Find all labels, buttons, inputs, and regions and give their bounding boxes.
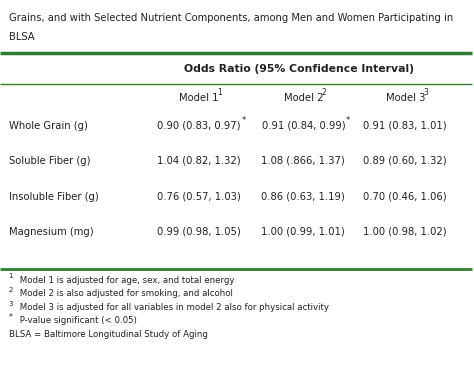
Text: *: * (346, 116, 350, 125)
Text: 1.00 (0.99, 1.01): 1.00 (0.99, 1.01) (262, 227, 345, 237)
Text: BLSA = Baltimore Longitudinal Study of Aging: BLSA = Baltimore Longitudinal Study of A… (9, 330, 208, 339)
Text: 1.08 (.866, 1.37): 1.08 (.866, 1.37) (262, 156, 345, 166)
Text: Model 3: Model 3 (385, 93, 425, 103)
Text: 2: 2 (321, 88, 326, 98)
Text: Model 1: Model 1 (179, 93, 219, 103)
Text: 0.70 (0.46, 1.06): 0.70 (0.46, 1.06) (364, 192, 447, 202)
Text: 3: 3 (423, 88, 428, 98)
Text: Model 3 is adjusted for all variables in model 2 also for physical activity: Model 3 is adjusted for all variables in… (17, 303, 329, 312)
Text: *: * (242, 116, 246, 125)
Text: 1: 1 (9, 273, 13, 279)
Text: 0.86 (0.63, 1.19): 0.86 (0.63, 1.19) (262, 192, 345, 202)
Text: Odds Ratio (95% Confidence Interval): Odds Ratio (95% Confidence Interval) (183, 64, 414, 74)
Text: 0.91 (0.83, 1.01): 0.91 (0.83, 1.01) (364, 121, 447, 131)
Text: 0.89 (0.60, 1.32): 0.89 (0.60, 1.32) (364, 156, 447, 166)
Text: Insoluble Fiber (g): Insoluble Fiber (g) (9, 192, 98, 202)
Text: 0.91 (0.84, 0.99): 0.91 (0.84, 0.99) (262, 121, 345, 131)
Text: 0.90 (0.83, 0.97): 0.90 (0.83, 0.97) (157, 121, 241, 131)
Text: Model 2: Model 2 (283, 93, 323, 103)
Text: *: * (9, 313, 12, 322)
Text: BLSA: BLSA (9, 32, 34, 42)
Text: Whole Grain (g): Whole Grain (g) (9, 121, 87, 131)
Text: 0.99 (0.98, 1.05): 0.99 (0.98, 1.05) (157, 227, 241, 237)
Text: Soluble Fiber (g): Soluble Fiber (g) (9, 156, 90, 166)
Text: 1.04 (0.82, 1.32): 1.04 (0.82, 1.32) (157, 156, 241, 166)
Text: P-value significant (< 0.05): P-value significant (< 0.05) (17, 316, 137, 325)
Text: 0.76 (0.57, 1.03): 0.76 (0.57, 1.03) (157, 192, 241, 202)
Text: 1: 1 (217, 88, 222, 98)
Text: Model 1 is adjusted for age, sex, and total energy: Model 1 is adjusted for age, sex, and to… (17, 275, 235, 285)
Text: Grains, and with Selected Nutrient Components, among Men and Women Participating: Grains, and with Selected Nutrient Compo… (9, 13, 453, 23)
Text: Magnesium (mg): Magnesium (mg) (9, 227, 93, 237)
Text: 2: 2 (9, 287, 13, 293)
Text: 3: 3 (9, 301, 13, 307)
Text: 1.00 (0.98, 1.02): 1.00 (0.98, 1.02) (364, 227, 447, 237)
Text: Model 2 is also adjusted for smoking, and alcohol: Model 2 is also adjusted for smoking, an… (17, 289, 233, 298)
